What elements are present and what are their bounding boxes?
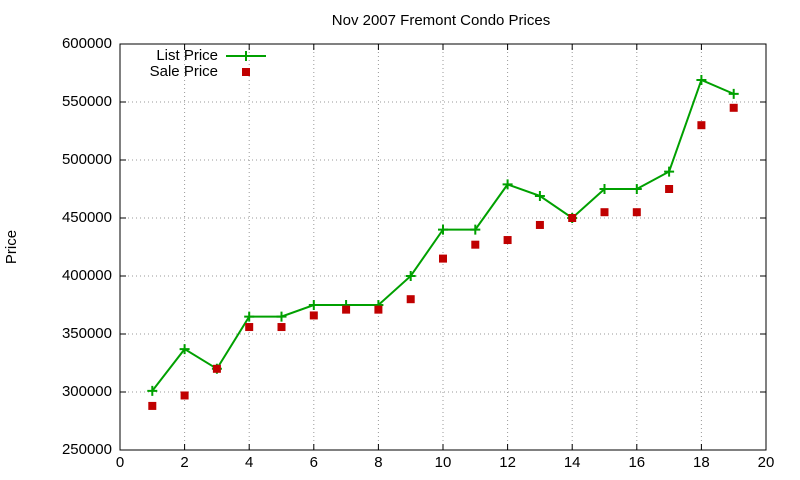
point — [535, 220, 544, 229]
point — [405, 271, 416, 281]
legend-label: List Price — [156, 47, 218, 64]
y-tick-label: 550000 — [62, 93, 112, 110]
legend-label: Sale Price — [150, 63, 218, 80]
x-tick-label: 4 — [245, 454, 253, 471]
y-tick-label: 450000 — [62, 209, 112, 226]
y-tick-label: 600000 — [62, 35, 112, 52]
point — [406, 295, 415, 304]
point — [502, 179, 513, 190]
point — [374, 305, 383, 314]
x-tick-label: 6 — [310, 454, 318, 471]
x-tick-label: 18 — [693, 454, 710, 471]
point — [277, 323, 286, 332]
point — [438, 224, 448, 235]
plot-frame — [119, 43, 767, 451]
point — [729, 103, 738, 112]
point — [147, 385, 158, 396]
point — [503, 236, 512, 245]
point — [309, 311, 318, 320]
y-tick-label: 300000 — [62, 383, 112, 400]
x-tick-label: 20 — [758, 454, 775, 471]
y-tick-label: 350000 — [62, 325, 112, 342]
x-tick-label: 12 — [499, 454, 516, 471]
point — [568, 214, 577, 222]
point — [600, 208, 609, 217]
point — [664, 166, 675, 177]
x-tick-label: 2 — [180, 454, 188, 471]
point — [470, 224, 481, 235]
x-tick-label: 16 — [628, 454, 645, 471]
point — [665, 185, 674, 193]
point — [471, 240, 480, 249]
point — [599, 184, 610, 194]
point — [632, 208, 641, 217]
x-tick-label: 14 — [564, 454, 581, 471]
y-axis-label: Price — [3, 230, 20, 264]
x-tick-label: 0 — [116, 454, 124, 471]
legend-marker — [242, 68, 250, 76]
point — [276, 311, 287, 322]
point — [244, 311, 255, 322]
x-tick-label: 8 — [374, 454, 382, 471]
point — [179, 344, 190, 355]
x-tick-label: 10 — [435, 454, 452, 471]
chart-title: Nov 2007 Fremont Condo Prices — [332, 12, 550, 29]
y-tick-label: 250000 — [62, 441, 112, 458]
y-tick-label: 400000 — [62, 267, 112, 284]
point — [696, 74, 707, 85]
point — [180, 391, 189, 400]
legend-marker — [241, 51, 251, 61]
point — [631, 184, 642, 194]
point — [148, 401, 157, 410]
point — [342, 305, 351, 314]
point — [439, 254, 447, 263]
point — [728, 88, 739, 99]
point — [697, 121, 706, 130]
point — [245, 323, 254, 332]
point — [308, 300, 319, 310]
y-tick-label: 500000 — [62, 151, 112, 168]
point — [212, 364, 221, 373]
point — [534, 190, 545, 201]
